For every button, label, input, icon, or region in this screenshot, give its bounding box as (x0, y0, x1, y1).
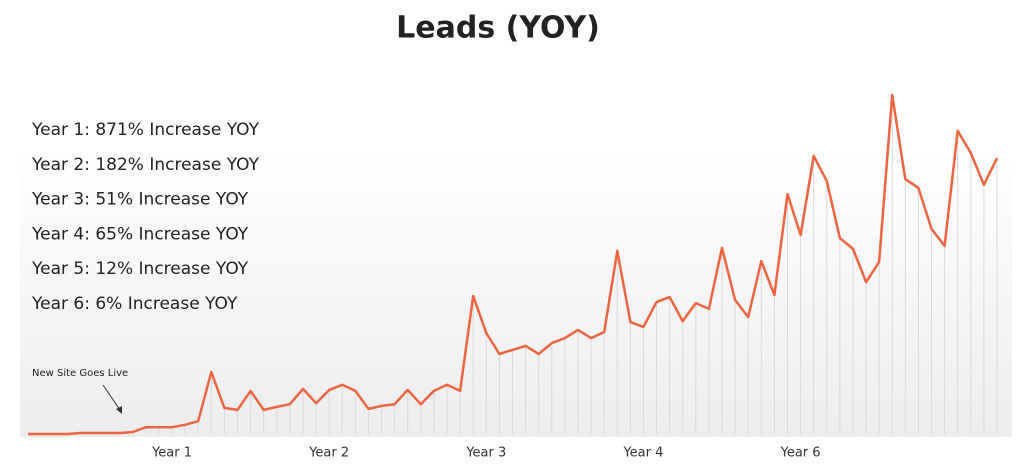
annotation-arrow (102, 384, 121, 411)
notes: Year 1: 871% Increase YOY Year 2: 182% In… (31, 120, 260, 314)
note: Year 2: 182% Increase YOY (31, 155, 260, 175)
note: Year 6: 6% Increase YOY (31, 294, 238, 314)
chart-title: Leads (YOY) (396, 11, 600, 46)
x-tick-label: Year 2 (308, 446, 349, 461)
x-tick-label: Year 3 (465, 446, 506, 461)
plot-background (20, 150, 1012, 437)
x-tick-label: Year 6 (780, 446, 821, 461)
x-tick-label: Year 4 (622, 446, 663, 461)
note: Year 3: 51% Increase YOY (31, 190, 249, 210)
note: Year 4: 65% Increase YOY (31, 224, 249, 244)
series-line (28, 93, 999, 436)
arrow-head (116, 406, 122, 414)
annotation: New Site Goes Live (32, 368, 128, 379)
plot: Year 1 Year 2 Year 3 Year 4 Year 6 (28, 93, 999, 461)
note: Year 5: 12% Increase YOY (31, 259, 249, 279)
x-tick-label: Year 1 (151, 446, 192, 461)
note: Year 1: 871% Increase YOY (31, 120, 260, 140)
